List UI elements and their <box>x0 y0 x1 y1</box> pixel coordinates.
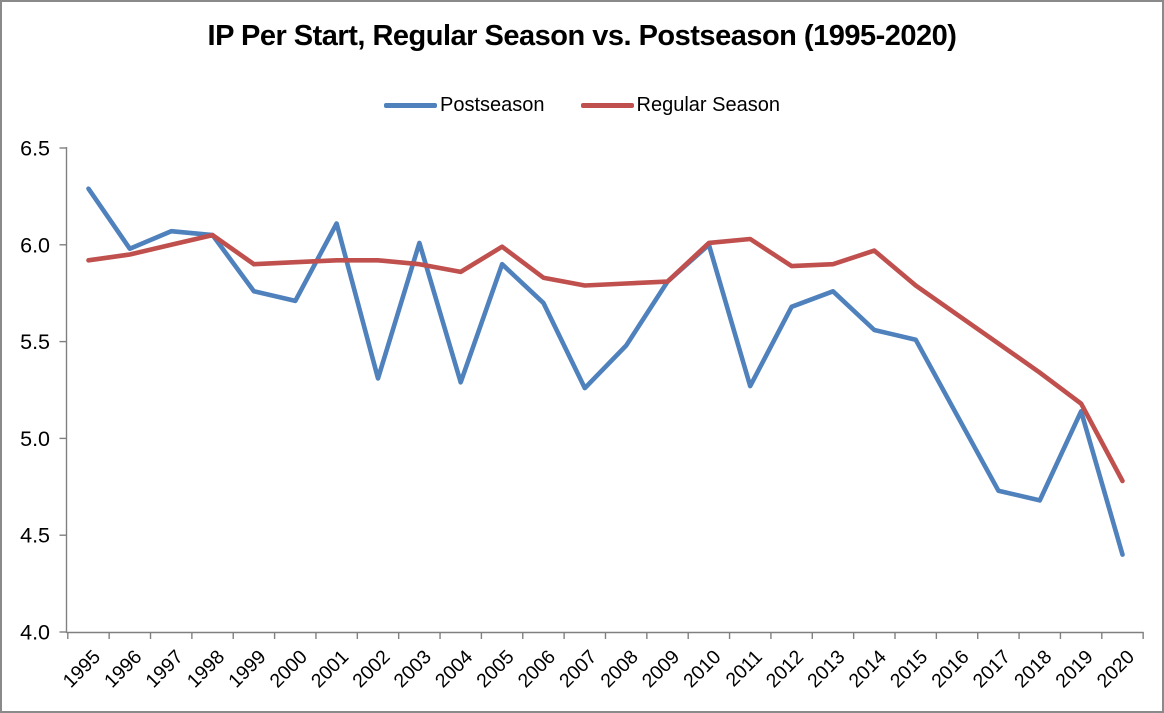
y-tick-label: 4.0 <box>20 621 50 645</box>
x-tick-label: 1997 <box>141 646 187 692</box>
regular-season-line <box>86 232 1125 484</box>
x-tick-label: 1999 <box>224 646 270 692</box>
x-tick-label: 2015 <box>886 646 932 692</box>
x-tick-label: 2010 <box>679 646 725 692</box>
x-tick-label: 2009 <box>638 646 684 692</box>
x-tick-label: 2007 <box>555 646 601 692</box>
legend-item-regular-season: Regular Season <box>580 94 780 116</box>
regular-season-line-swatch-icon <box>580 102 634 108</box>
postseason-line <box>86 186 1125 557</box>
x-tick-label: 1996 <box>100 646 146 692</box>
x-tick-label: 2014 <box>845 646 891 692</box>
x-tick-label: 2003 <box>390 646 436 692</box>
x-tick-label: 2017 <box>969 646 1015 692</box>
legend-label-regular-season: Regular Season <box>636 94 780 116</box>
x-tick-label: 2012 <box>762 646 808 692</box>
x-tick-label: 1998 <box>183 646 229 692</box>
x-tick-label: 2019 <box>1051 646 1097 692</box>
legend-item-postseason: Postseason <box>384 94 545 116</box>
y-tick-label: 6.5 <box>20 137 50 161</box>
x-tick-label: 2008 <box>596 646 642 692</box>
x-tick-label: 2000 <box>266 646 312 692</box>
x-tick-label: 2002 <box>348 646 394 692</box>
postseason-line-swatch-icon <box>384 102 438 108</box>
y-tick-label: 6.0 <box>20 233 50 257</box>
x-tick-label: 2001 <box>307 646 353 692</box>
x-tick-label: 2011 <box>722 646 767 691</box>
x-tick-label: 2020 <box>1093 646 1139 692</box>
x-tick-label: 1995 <box>59 646 105 692</box>
y-tick-label: 5.5 <box>20 330 50 354</box>
x-tick-label: 2018 <box>1010 646 1056 692</box>
legend-label-postseason: Postseason <box>440 94 545 116</box>
chart-title: IP Per Start, Regular Season vs. Postsea… <box>207 20 957 52</box>
x-tick-label: 2004 <box>431 646 477 692</box>
y-tick-label: 5.0 <box>20 427 50 451</box>
x-tick-label: 2016 <box>927 646 973 692</box>
x-tick-label: 2006 <box>514 646 560 692</box>
x-tick-label: 2005 <box>472 646 518 692</box>
y-tick-label: 4.5 <box>20 524 50 548</box>
legend: Postseason Regular Season <box>2 94 1162 116</box>
x-tick-label: 2013 <box>803 646 849 692</box>
